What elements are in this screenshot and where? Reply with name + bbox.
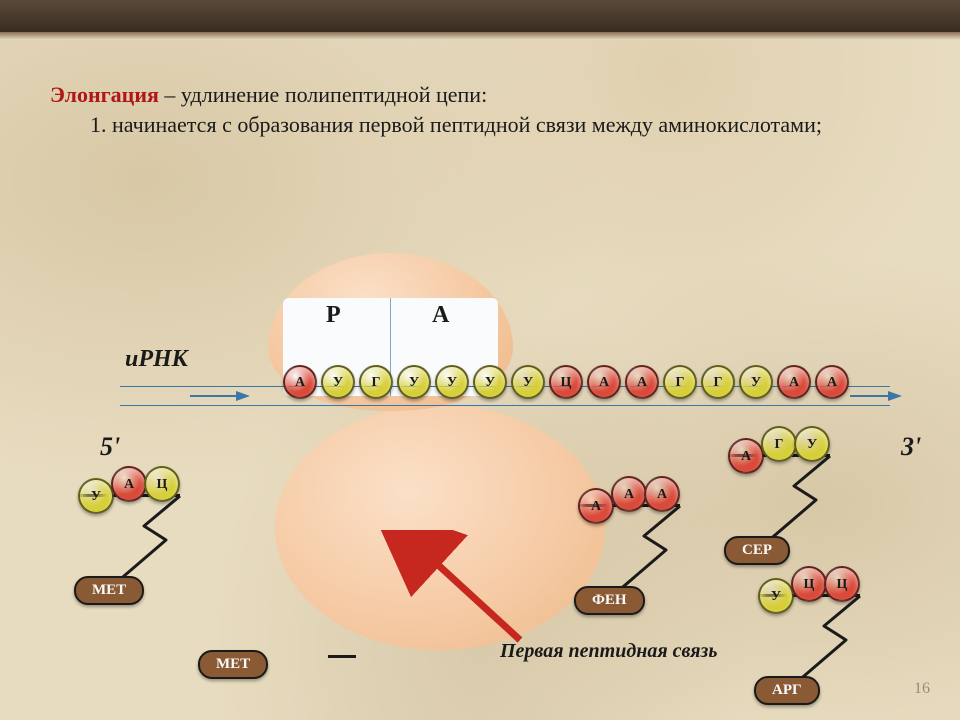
mrna-nucleotide: Ц: [549, 365, 583, 399]
title-rest1: – удлинение полипептидной цепи:: [159, 82, 487, 107]
mrna-nucleotide: У: [511, 365, 545, 399]
mrna-nucleotide: У: [435, 365, 469, 399]
title-keyword: Элонгация: [50, 82, 159, 107]
page-number: 16: [914, 680, 930, 698]
title-block: Элонгация – удлинение полипептидной цепи…: [50, 80, 900, 139]
dash-mark: [328, 655, 356, 658]
mrna-nucleotide: А: [587, 365, 621, 399]
amino-acid-ser: СЕР: [724, 536, 790, 565]
trna-arg: УЦЦАРГ: [760, 570, 910, 720]
slide-topbar: [0, 0, 960, 36]
free-amino-acid-met: МЕТ: [198, 650, 268, 679]
mrna-arrow-stem-left: [190, 395, 236, 397]
mrna-nucleotide: Г: [359, 365, 393, 399]
trna-ser: АГУСЕР: [730, 430, 880, 580]
three-prime-label: 3': [901, 432, 921, 462]
mrna-line-bot: [120, 405, 890, 406]
mrna-arrow-stem-right: [850, 395, 890, 397]
five-prime-label: 5': [100, 432, 120, 462]
mrna-nucleotide: Г: [663, 365, 697, 399]
bond-label: Первая пептидная связь: [500, 640, 717, 663]
amino-acid-phe: ФЕН: [574, 586, 645, 615]
site-label-p: Р: [326, 302, 341, 329]
trna-met: УАЦМЕТ: [80, 470, 230, 620]
mrna-nucleotide: У: [473, 365, 507, 399]
mrna-label: иРНК: [125, 346, 188, 373]
site-label-a: А: [432, 302, 449, 329]
trna-phe: АААФЕН: [580, 480, 730, 630]
mrna-nucleotide: У: [321, 365, 355, 399]
amino-acid-arg: АРГ: [754, 676, 820, 705]
mrna-nucleotide: У: [739, 365, 773, 399]
mrna-nucleotide: А: [815, 365, 849, 399]
amino-acid-met: МЕТ: [74, 576, 144, 605]
mrna-nucleotide: А: [625, 365, 659, 399]
mrna-arrowhead-left: [236, 391, 250, 401]
mrna-nucleotide: Г: [701, 365, 735, 399]
mrna-nucleotide: А: [777, 365, 811, 399]
mrna-arrowhead-right: [888, 391, 902, 401]
title-line2: 1. начинается с образования первой пепти…: [50, 110, 822, 140]
mrna-nucleotide: У: [397, 365, 431, 399]
mrna-nucleotide: А: [283, 365, 317, 399]
